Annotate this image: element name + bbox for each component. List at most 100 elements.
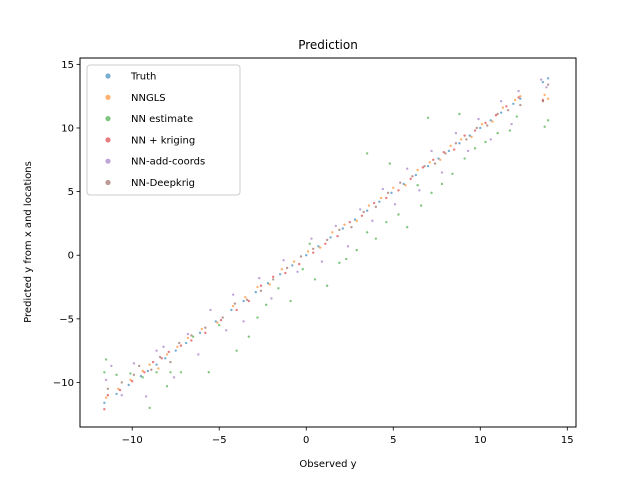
- point-nngls-18: [318, 246, 322, 249]
- point-nngls-13: [256, 285, 259, 289]
- point-nngls-28: [439, 158, 442, 161]
- point-truth-27: [426, 164, 430, 168]
- point-nn-deepkrig-19: [338, 228, 341, 231]
- legend-label: NNGLS: [131, 93, 166, 104]
- point-nn-estimate-12: [235, 349, 238, 352]
- point-nngls-1: [117, 387, 120, 391]
- point-nn-add-coords-12: [231, 293, 235, 296]
- point-nn-add-coords-10: [209, 308, 212, 312]
- point-nn-deepkrig-9: [204, 326, 207, 329]
- point-nn-kriging-26: [409, 177, 412, 181]
- point-nn-deepkrig-13: [259, 289, 263, 293]
- point-truth-2: [127, 383, 130, 387]
- point-nn-add-coords-4: [144, 395, 148, 398]
- point-truth-24: [390, 191, 393, 195]
- point-nn-deepkrig-25: [411, 175, 414, 178]
- point-nngls-9: [200, 327, 204, 331]
- y-tick-label: 10: [61, 123, 74, 134]
- point-nngls-2: [129, 378, 132, 382]
- point-nn-deepkrig-36: [541, 100, 545, 103]
- point-nn-estimate-5: [155, 371, 158, 374]
- point-nn-estimate-2: [115, 373, 118, 377]
- legend-marker: [105, 179, 111, 186]
- point-nn-estimate-45: [458, 112, 461, 116]
- point-nn-deepkrig-21: [362, 210, 365, 214]
- point-nn-estimate-30: [430, 191, 433, 195]
- point-nngls-36: [519, 94, 522, 98]
- point-nn-deepkrig-35: [519, 103, 522, 107]
- point-nn-kriging-23: [372, 201, 376, 205]
- point-nn-estimate-3: [129, 372, 132, 375]
- point-nngls-11: [231, 304, 235, 308]
- legend-label: NN estimate: [131, 114, 193, 125]
- point-nn-deepkrig-20: [350, 226, 353, 229]
- point-nn-deepkrig-8: [190, 334, 193, 337]
- point-nn-add-coords-0: [104, 378, 108, 382]
- point-nn-deepkrig-23: [386, 191, 390, 195]
- point-truth-28: [437, 157, 440, 160]
- y-tick-label: 5: [68, 187, 74, 198]
- point-truth-1: [115, 392, 118, 396]
- point-nn-deepkrig-4: [150, 368, 153, 371]
- point-nn-estimate-17: [289, 299, 292, 303]
- point-nn-add-coords-18: [310, 237, 313, 240]
- y-tick-label: 0: [68, 251, 74, 262]
- legend: Truth NNGLS NN estimate NN + kriging NN-add-…: [86, 64, 241, 196]
- x-tick-label: 15: [561, 435, 574, 446]
- point-truth-16: [291, 264, 294, 267]
- point-truth-0: [103, 401, 106, 405]
- point-nn-kriging-3: [131, 379, 134, 383]
- point-truth-6: [164, 357, 167, 360]
- point-truth-4: [146, 369, 150, 373]
- point-truth-10: [214, 320, 217, 323]
- point-nngls-17: [306, 250, 310, 253]
- y-tick-label: 15: [61, 60, 74, 71]
- point-nn-deepkrig-16: [299, 255, 303, 258]
- point-nn-add-coords-24: [381, 187, 385, 191]
- point-nn-estimate-15: [265, 303, 268, 307]
- point-nn-add-coords-5: [155, 349, 158, 352]
- point-nn-estimate-19: [313, 278, 317, 281]
- point-nngls-33: [491, 120, 494, 123]
- point-nn-add-coords-29: [440, 171, 444, 174]
- point-nn-estimate-24: [365, 231, 369, 234]
- point-nn-estimate-44: [426, 116, 430, 120]
- point-nn-estimate-46: [148, 406, 151, 410]
- point-nn-add-coords-16: [282, 259, 285, 262]
- point-nn-estimate-35: [484, 140, 487, 144]
- point-nn-add-coords-9: [197, 353, 200, 356]
- point-truth-38: [546, 77, 550, 80]
- point-nn-kriging-20: [336, 234, 339, 238]
- point-nn-estimate-41: [365, 152, 369, 155]
- legend-label: NN + kriging: [131, 135, 195, 146]
- point-truth-21: [353, 218, 357, 221]
- point-nn-deepkrig-29: [454, 142, 458, 145]
- point-nn-deepkrig-31: [475, 126, 478, 130]
- point-nngls-25: [404, 184, 407, 187]
- point-truth-25: [402, 182, 405, 186]
- point-nn-add-coords-20: [334, 224, 338, 228]
- point-nngls-30: [459, 138, 463, 141]
- point-truth-29: [447, 149, 451, 153]
- point-nngls-20: [343, 223, 346, 226]
- point-nn-deepkrig-6: [169, 360, 172, 364]
- point-nn-deepkrig-17: [312, 247, 315, 251]
- point-nn-estimate-14: [256, 316, 259, 319]
- point-nn-kriging-29: [442, 150, 445, 154]
- point-nn-estimate-37: [508, 129, 512, 132]
- point-nngls-16: [292, 260, 296, 263]
- point-truth-3: [139, 374, 143, 378]
- point-nn-kriging-21: [348, 220, 351, 224]
- point-nn-estimate-11: [218, 324, 221, 327]
- point-nn-estimate-13: [247, 335, 251, 338]
- point-nngls-15: [280, 268, 284, 271]
- point-nn-deepkrig-15: [285, 266, 289, 270]
- point-nn-add-coords-17: [296, 270, 299, 273]
- point-nn-deepkrig-0: [106, 387, 110, 391]
- point-nn-estimate-38: [515, 115, 519, 118]
- point-nn-add-coords-23: [371, 219, 374, 223]
- point-nn-deepkrig-27: [433, 162, 437, 165]
- point-nngls-19: [331, 231, 334, 234]
- point-truth-30: [458, 142, 461, 145]
- point-nn-add-coords-22: [359, 208, 362, 211]
